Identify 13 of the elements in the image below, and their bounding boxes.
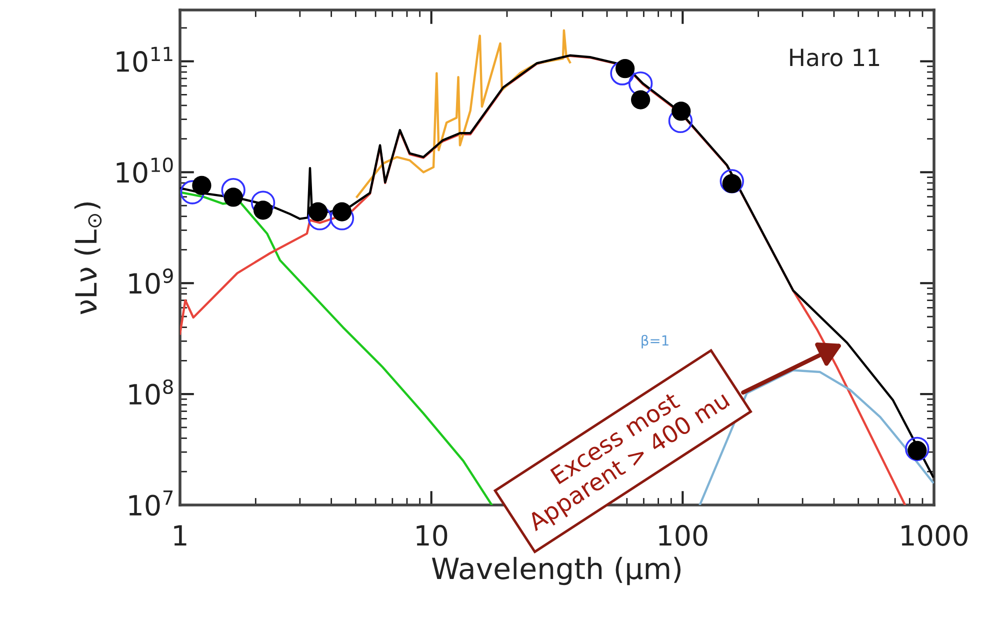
x-tick-label: 1000 [902, 524, 968, 546]
y-tick-label: 10$^{10}$ [116, 157, 173, 183]
y-axis-title: νLν (L$_{⊙}$) [74, 202, 102, 314]
y-tick-label: 10$^{8}$ [129, 379, 173, 405]
y-tick-label: 10$^{11}$ [116, 46, 172, 72]
x-axis-title: Wavelength (μm) [432, 556, 681, 586]
y-tick-label: 10$^{9}$ [129, 268, 173, 294]
y-tick-label: 10$^{7}$ [129, 490, 173, 516]
x-tick-label: 10 [416, 524, 448, 546]
x-tick-label: 100 [659, 524, 708, 546]
annotation: β=1 [642, 334, 668, 348]
annotation: Haro 11 [790, 48, 880, 66]
x-tick-label: 1 [174, 525, 186, 546]
